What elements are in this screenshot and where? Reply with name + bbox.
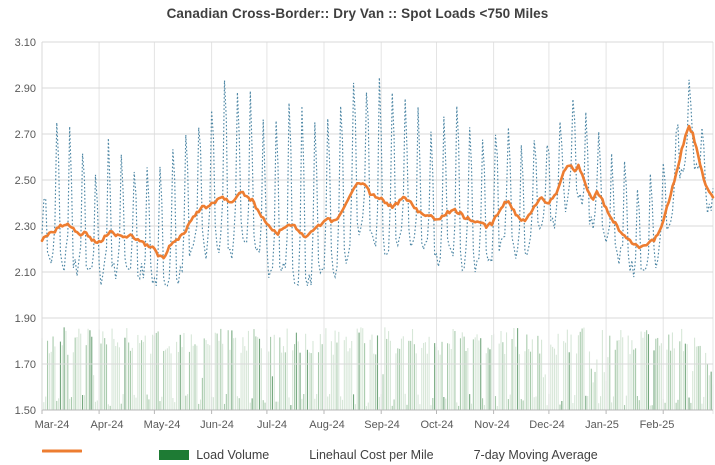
svg-text:Jul-24: Jul-24 [257, 419, 287, 431]
svg-text:3.10: 3.10 [15, 37, 36, 49]
chart-title: Canadian Cross-Border:: Dry Van :: Spot … [166, 6, 549, 21]
legend-item-linehaul: Linehaul Cost per Mile [43, 448, 434, 462]
svg-text:Jun-24: Jun-24 [200, 419, 234, 431]
svg-text:2.70: 2.70 [15, 129, 36, 141]
svg-text:1.70: 1.70 [15, 359, 36, 371]
svg-text:1.90: 1.90 [15, 313, 36, 325]
svg-text:May-24: May-24 [144, 419, 181, 431]
legend-item-moving-average: 7-day Moving Average [42, 448, 598, 462]
svg-text:Sep-24: Sep-24 [364, 419, 399, 431]
svg-text:Apr-24: Apr-24 [90, 419, 123, 431]
svg-text:2.50: 2.50 [15, 175, 36, 187]
svg-text:Mar-24: Mar-24 [35, 419, 70, 431]
legend: Load Volume Linehaul Cost per Mile 7-day… [42, 448, 715, 462]
legend-label-load-volume: Load Volume [196, 448, 270, 462]
load-volume-swatch-icon [159, 450, 190, 460]
svg-text:2.10: 2.10 [15, 267, 36, 279]
legend-label-moving-average: 7-day Moving Average [473, 448, 598, 462]
svg-text:2.90: 2.90 [15, 83, 36, 95]
moving-average-swatch-icon [42, 449, 82, 453]
svg-text:Aug-24: Aug-24 [309, 419, 344, 431]
svg-text:1.50: 1.50 [15, 405, 36, 417]
svg-text:Dec-24: Dec-24 [529, 419, 564, 431]
legend-label-linehaul: Linehaul Cost per Mile [309, 448, 434, 462]
svg-text:Nov-24: Nov-24 [474, 419, 509, 431]
svg-text:Jan-25: Jan-25 [585, 419, 619, 431]
legend-item-load-volume: Load Volume [159, 448, 269, 462]
svg-text:Oct-24: Oct-24 [420, 419, 453, 431]
svg-text:Feb-25: Feb-25 [640, 419, 675, 431]
svg-text:2.30: 2.30 [15, 221, 36, 233]
